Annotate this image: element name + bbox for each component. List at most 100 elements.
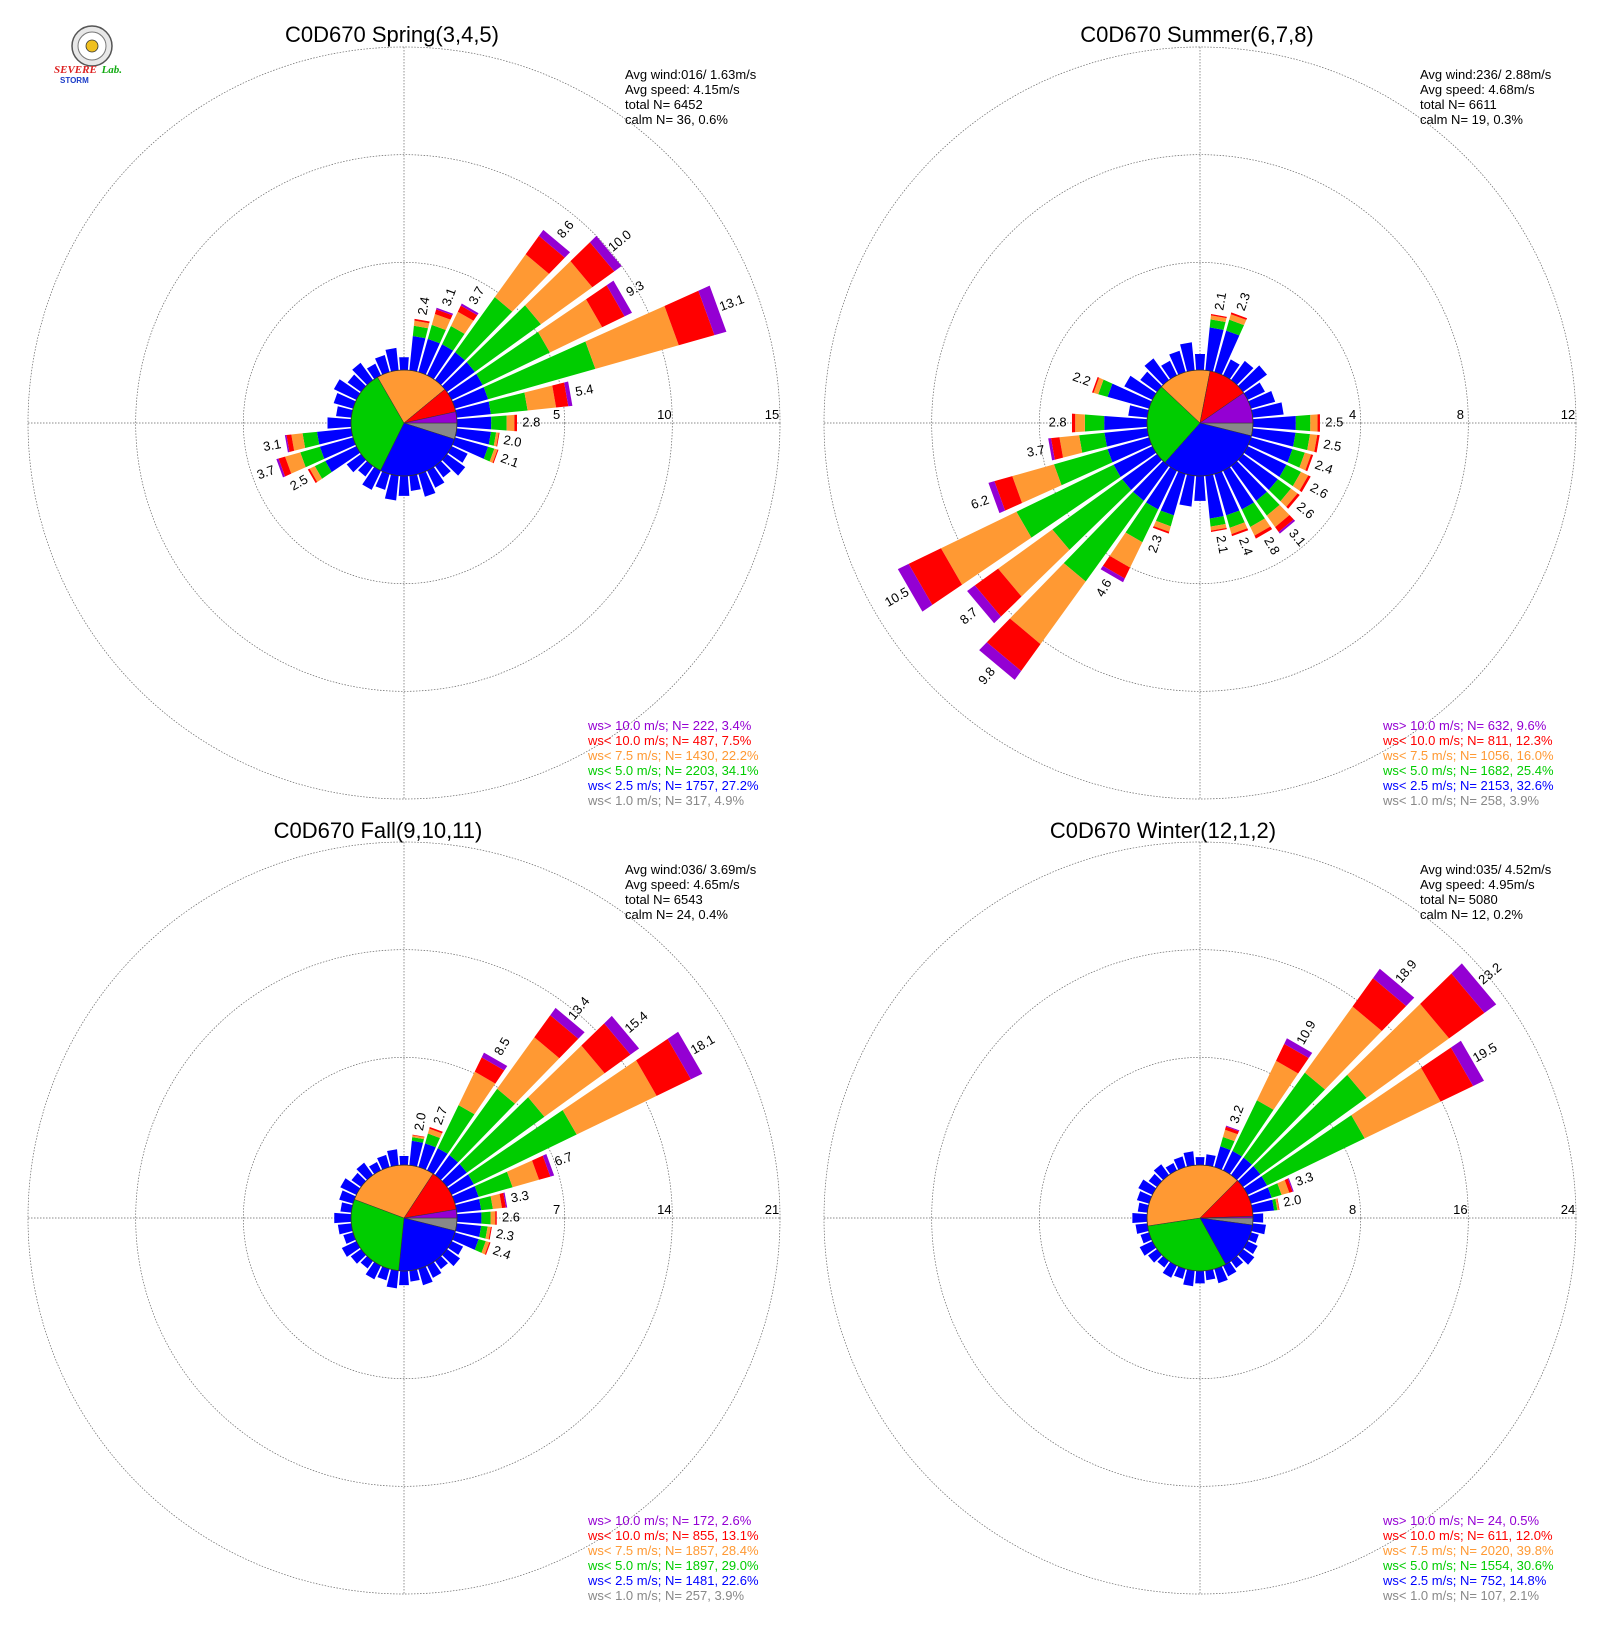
grid-ring xyxy=(1038,1056,1362,1380)
petal-segment xyxy=(452,387,489,409)
ring-tick-label: 15 xyxy=(765,407,779,422)
petal-segment xyxy=(1421,1047,1474,1102)
petal-value-label: 8.7 xyxy=(957,604,980,627)
petal-value-label: 10.9 xyxy=(1293,1018,1319,1047)
stats-line: total N= 6452 xyxy=(625,97,703,112)
stats-line: calm N= 36, 0.6% xyxy=(625,112,728,127)
logo-text-lab: Lab. xyxy=(101,64,123,76)
petal-segment xyxy=(452,1186,479,1204)
ring-tick-label: 16 xyxy=(1453,1202,1467,1217)
petal-segment xyxy=(340,1178,361,1195)
petal-segment xyxy=(1209,319,1226,330)
petal-segment xyxy=(399,1155,409,1166)
petal-segment xyxy=(1251,1199,1275,1213)
petal-segment xyxy=(418,471,436,497)
petal-segment xyxy=(375,471,390,490)
petal-value-label: 2.4 xyxy=(1313,457,1335,477)
petal-segment xyxy=(1092,376,1100,393)
petal-segment xyxy=(1252,1213,1264,1223)
petal-segment xyxy=(375,354,390,375)
petal-segment xyxy=(1195,1270,1205,1284)
petal-segment xyxy=(1276,1043,1309,1074)
petal-segment xyxy=(441,454,466,476)
petal-segment xyxy=(1231,528,1249,537)
petal-segment xyxy=(1284,1178,1293,1193)
petal-value-label: 2.6 xyxy=(1308,480,1331,502)
petal-segment xyxy=(1243,1241,1258,1255)
petal-segment xyxy=(455,297,513,361)
petal-segment xyxy=(1224,1126,1239,1135)
petal-segment xyxy=(1305,454,1314,472)
petal-segment xyxy=(1137,1202,1149,1213)
petal-segment xyxy=(1287,1178,1294,1192)
ring-tick-label: 4 xyxy=(1349,407,1356,422)
petal-segment xyxy=(1450,1040,1484,1086)
petal-segment xyxy=(589,235,622,272)
petal-segment xyxy=(1205,474,1224,519)
petal-value-label: 2.8 xyxy=(1261,534,1283,557)
petal-value-label: 2.4 xyxy=(491,1242,513,1262)
petal-segment xyxy=(581,1023,631,1074)
petal-segment xyxy=(489,448,498,463)
petal-segment xyxy=(506,1160,540,1188)
petal-segment xyxy=(351,1172,367,1187)
pie-outline xyxy=(350,1164,458,1272)
petal-segment xyxy=(1253,1074,1367,1175)
legend-entry: ws< 2.5 m/s; N= 752, 14.8% xyxy=(1382,1573,1547,1588)
petal-value-label: 2.3 xyxy=(1145,533,1165,555)
legend-entry: ws< 1.0 m/s; N= 107, 2.1% xyxy=(1382,1588,1540,1603)
petal-segment xyxy=(1016,464,1121,538)
stats-line: total N= 6611 xyxy=(1420,97,1497,112)
pie-outline xyxy=(1146,1164,1254,1272)
petal-segment xyxy=(503,1192,508,1208)
petal-segment xyxy=(483,341,596,400)
petal-segment xyxy=(1210,314,1227,319)
petal-segment xyxy=(399,357,409,371)
petal-segment xyxy=(340,1202,353,1213)
petal-segment xyxy=(474,1057,505,1084)
petal-value-label: 2.4 xyxy=(415,296,433,316)
petal-value-label: 2.1 xyxy=(1213,534,1231,554)
petal-segment xyxy=(1241,502,1265,527)
petal-segment xyxy=(346,454,367,473)
petal-segment xyxy=(994,476,1023,511)
petal-segment xyxy=(418,1143,436,1170)
petal-segment xyxy=(412,1134,425,1138)
petal-value-label: 9.3 xyxy=(623,277,646,299)
petal-segment xyxy=(1292,471,1309,491)
petal-segment xyxy=(1351,1067,1441,1139)
petal-value-label: 3.7 xyxy=(1026,442,1046,460)
petal-value-label: 8.5 xyxy=(491,1035,513,1058)
petal-value-label: 4.6 xyxy=(1093,576,1115,599)
ring-tick-label: 24 xyxy=(1561,1202,1575,1217)
petal-segment xyxy=(300,446,325,468)
legend-entry: ws< 5.0 m/s; N= 1897, 29.0% xyxy=(587,1558,759,1573)
petal-value-label: 2.1 xyxy=(1211,291,1229,311)
petal-segment xyxy=(1276,1198,1280,1210)
wind-rose-panel-1: 4 8 122.1 2.32.52.52.42.62.63.12.82.42.12.3… xyxy=(823,22,1577,808)
grid-ring xyxy=(931,949,1469,1487)
petal-segment xyxy=(1093,377,1104,395)
petal-segment xyxy=(285,452,306,474)
petal-segment xyxy=(418,338,440,375)
petal-value-label: 3.1 xyxy=(262,436,282,454)
petal-segment xyxy=(447,1174,474,1195)
petal-segment xyxy=(974,568,1022,617)
grid-ring xyxy=(242,261,566,585)
petal-segment xyxy=(1109,532,1143,568)
grid-ring xyxy=(242,1056,566,1380)
petal-segment xyxy=(1243,1072,1326,1165)
petal-segment xyxy=(496,432,500,447)
ring-tick-label: 8 xyxy=(1457,407,1464,422)
petal-segment xyxy=(1146,466,1177,510)
petal-segment xyxy=(360,1255,373,1269)
petal-segment xyxy=(409,474,421,491)
ring-tick-label: 12 xyxy=(1561,407,1575,422)
petal-segment xyxy=(1277,1179,1290,1195)
petal-segment xyxy=(1272,1198,1278,1211)
petal-segment xyxy=(1299,452,1312,471)
petal-segment xyxy=(441,362,475,392)
petal-segment xyxy=(1214,330,1240,375)
petal-segment xyxy=(456,416,492,430)
legend-entry: ws< 5.0 m/s; N= 1682, 25.4% xyxy=(1382,763,1554,778)
